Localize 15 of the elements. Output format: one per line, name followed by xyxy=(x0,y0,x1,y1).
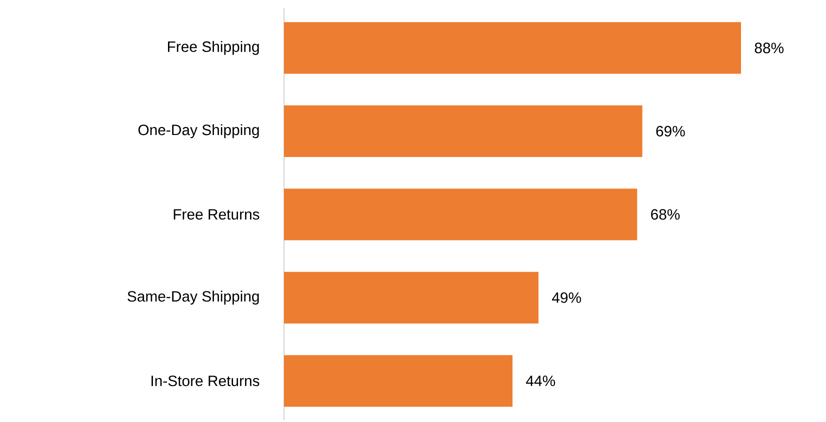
bar xyxy=(284,22,741,74)
bar xyxy=(284,188,638,240)
y-tick-label: One-Day Shipping xyxy=(138,124,259,138)
y-tick-label: In-Store Returns xyxy=(152,376,260,386)
data-label: 68% xyxy=(651,209,680,220)
bar xyxy=(284,272,538,324)
data-label: 49% xyxy=(552,292,582,303)
bar xyxy=(284,105,642,157)
bar xyxy=(284,355,512,407)
data-label: 69% xyxy=(656,126,685,136)
data-label: 44% xyxy=(526,376,556,386)
y-tick-label: Same-Day Shipping xyxy=(128,290,259,305)
data-label: 88% xyxy=(754,42,784,54)
y-tick-label: Free Shipping xyxy=(168,40,259,55)
y-tick-label: Free Returns xyxy=(174,209,260,220)
